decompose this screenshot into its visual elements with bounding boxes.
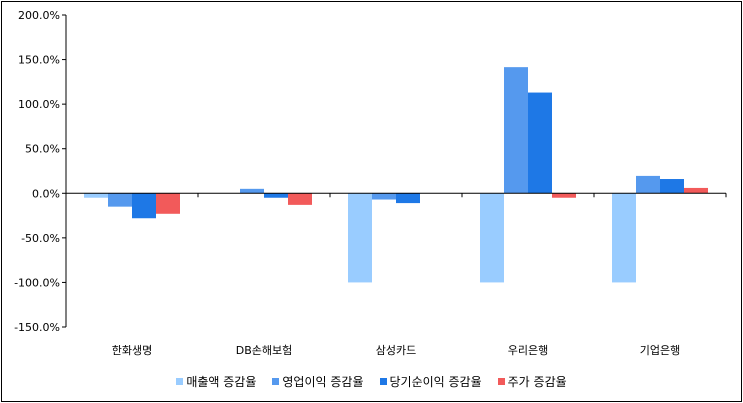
bar-4-5 <box>684 187 708 194</box>
y-tick-label: 50.0% <box>25 143 60 156</box>
axes-layer <box>62 14 727 328</box>
y-tick-label: -150.0% <box>14 321 60 334</box>
legend-label: 당기순이익 증감율 <box>389 374 482 389</box>
legend-label: 영업이익 증감율 <box>282 374 364 389</box>
bar-2-5 <box>636 175 660 194</box>
bar-1-5 <box>612 193 636 283</box>
bar-3-2 <box>264 193 288 198</box>
legend-item: 영업이익 증감율 <box>272 373 364 390</box>
legend-swatch <box>176 377 184 385</box>
bar-1-3 <box>348 193 372 283</box>
y-tick-labels: 200.0% 150.0% 100.0% 50.0% 0.0% -50.0% -100.0%… <box>14 9 60 334</box>
bar-2-4 <box>504 67 528 194</box>
y-tick-label: 0.0% <box>32 187 60 200</box>
y-tick-label: 200.0% <box>18 9 60 22</box>
legend-swatch <box>379 377 387 385</box>
x-tick-label: 우리은행 <box>508 344 548 357</box>
x-tick-label: 기업은행 <box>640 344 680 357</box>
legend-swatch <box>272 377 280 385</box>
bar-3-5 <box>660 179 684 194</box>
legend: 매출액 증감율 영업이익 증감율 당기순이익 증감율 주가 증감율 <box>0 372 743 390</box>
legend-item: 매출액 증감율 <box>176 373 256 390</box>
bar-4-4 <box>552 193 576 198</box>
legend-item: 주가 증감율 <box>497 373 567 390</box>
bar-3-3 <box>396 193 420 204</box>
x-tick-labels: 한화생명 DB손해보험 삼성카드 우리은행 기업은행 <box>112 343 680 357</box>
bar-4-1 <box>156 193 180 214</box>
x-tick-label: DB손해보험 <box>236 343 293 357</box>
legend-swatch <box>497 377 505 385</box>
x-tick-label: 한화생명 <box>112 344 152 357</box>
legend-item: 당기순이익 증감율 <box>379 373 482 390</box>
bar-3-4 <box>528 92 552 194</box>
bar-2-1 <box>108 193 132 207</box>
bar-1-4 <box>480 193 504 283</box>
bar-3-1 <box>132 193 156 219</box>
y-tick-label: -50.0% <box>21 232 60 245</box>
y-tick-label: 100.0% <box>18 98 60 111</box>
bar-4-2 <box>288 193 312 205</box>
bars-layer <box>84 67 708 283</box>
bar-2-3 <box>372 193 396 200</box>
bar-1-1 <box>84 193 108 198</box>
x-tick-label: 삼성카드 <box>376 344 416 357</box>
legend-label: 주가 증감율 <box>507 374 567 389</box>
y-tick-label: -100.0% <box>14 276 60 289</box>
legend-label: 매출액 증감율 <box>186 374 257 389</box>
y-tick-label: 150.0% <box>18 54 60 67</box>
bar-2-2 <box>240 188 264 194</box>
